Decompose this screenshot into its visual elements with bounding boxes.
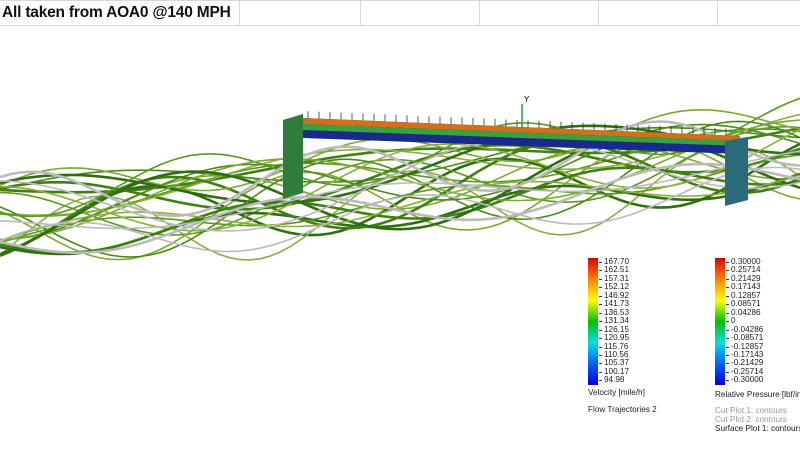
streamline bbox=[0, 166, 800, 254]
streamline bbox=[0, 128, 800, 232]
pressure-ticks: 0.30000 0.25714 0.21429 0.17143 0.12857 0.085… bbox=[725, 257, 764, 385]
sheet-title: All taken from AOA0 @140 MPH bbox=[2, 4, 231, 21]
pressure-color-scale bbox=[715, 258, 725, 385]
tick-label: 115.76 bbox=[598, 341, 629, 351]
tick-label: 152.12 bbox=[598, 282, 630, 292]
tick-label: 100.17 bbox=[598, 366, 630, 376]
grid-line bbox=[0, 0, 800, 1]
streamline bbox=[0, 142, 800, 258]
grid-line bbox=[717, 0, 718, 25]
tick-label: 105.37 bbox=[598, 358, 630, 368]
streamline bbox=[0, 166, 800, 253]
tick-label: 110.56 bbox=[598, 349, 629, 359]
y-axis-label: Y bbox=[524, 95, 530, 104]
tick-label: 131.34 bbox=[598, 316, 630, 326]
grid-line bbox=[479, 0, 480, 25]
velocity-label: Velocity [mile/h] bbox=[588, 388, 645, 397]
tick-label: 94.98 bbox=[598, 375, 629, 384]
tick-label: 120.95 bbox=[598, 333, 630, 343]
wing-mid bbox=[303, 124, 740, 146]
tick-label: 136.53 bbox=[598, 307, 630, 317]
tick-label: -0.25714 bbox=[725, 366, 764, 376]
streamline bbox=[0, 137, 800, 232]
right-endplate bbox=[725, 137, 748, 206]
tick-label: -0.21429 bbox=[725, 358, 764, 368]
tick-label: 126.15 bbox=[598, 324, 630, 334]
tick-label: 146.92 bbox=[598, 290, 630, 300]
tick-label: 0.25714 bbox=[725, 265, 763, 274]
tick-label: -0.30000 bbox=[725, 375, 764, 385]
tick-label: -0.08571 bbox=[725, 333, 764, 343]
grid-line bbox=[0, 25, 800, 26]
pressure-label: Relative Pressure [lbf/in^2] bbox=[715, 390, 800, 399]
plot-item: Cut Plot 2: contours bbox=[715, 415, 787, 424]
tick-label: 0.17143 bbox=[725, 282, 763, 291]
tick-label: 0.12857 bbox=[725, 291, 763, 300]
tick-label: -0.04286 bbox=[725, 324, 764, 334]
left-endplate bbox=[283, 114, 303, 199]
wing-leading-edge bbox=[303, 118, 740, 141]
streamline bbox=[0, 162, 800, 255]
tick-label: 157.31 bbox=[598, 273, 630, 283]
tick-label: 0.21429 bbox=[725, 274, 763, 283]
tick-label: 162.51 bbox=[598, 265, 630, 275]
velocity-color-scale bbox=[588, 258, 598, 385]
grid-line bbox=[360, 0, 361, 25]
plot-item: Surface Plot 1: contours bbox=[715, 424, 800, 433]
pressure-arrows bbox=[307, 111, 727, 136]
flow-trajectories bbox=[0, 97, 800, 261]
streamline bbox=[0, 119, 800, 241]
tick-label: 0.04286 bbox=[725, 308, 763, 317]
tick-label: 167.70 bbox=[598, 257, 630, 266]
grid-line bbox=[598, 0, 599, 25]
grid-line bbox=[239, 0, 240, 25]
tick-label: -0.17143 bbox=[725, 349, 764, 359]
streamline bbox=[0, 150, 800, 230]
tick-label: 0.08571 bbox=[725, 299, 763, 308]
tick-label: -0.12857 bbox=[725, 341, 764, 351]
tick-label: 0 bbox=[725, 316, 763, 325]
streamline bbox=[0, 120, 800, 218]
velocity-ticks: 167.70 162.51 157.31 152.12 146.92 141.73 136.… bbox=[598, 257, 630, 385]
plot-item: Cut Plot 1: contours bbox=[715, 406, 787, 415]
tick-label: 141.73 bbox=[598, 299, 630, 309]
tick-label: 0.30000 bbox=[725, 257, 763, 266]
flow-trajectories-label: Flow Trajectories 2 bbox=[588, 405, 657, 414]
